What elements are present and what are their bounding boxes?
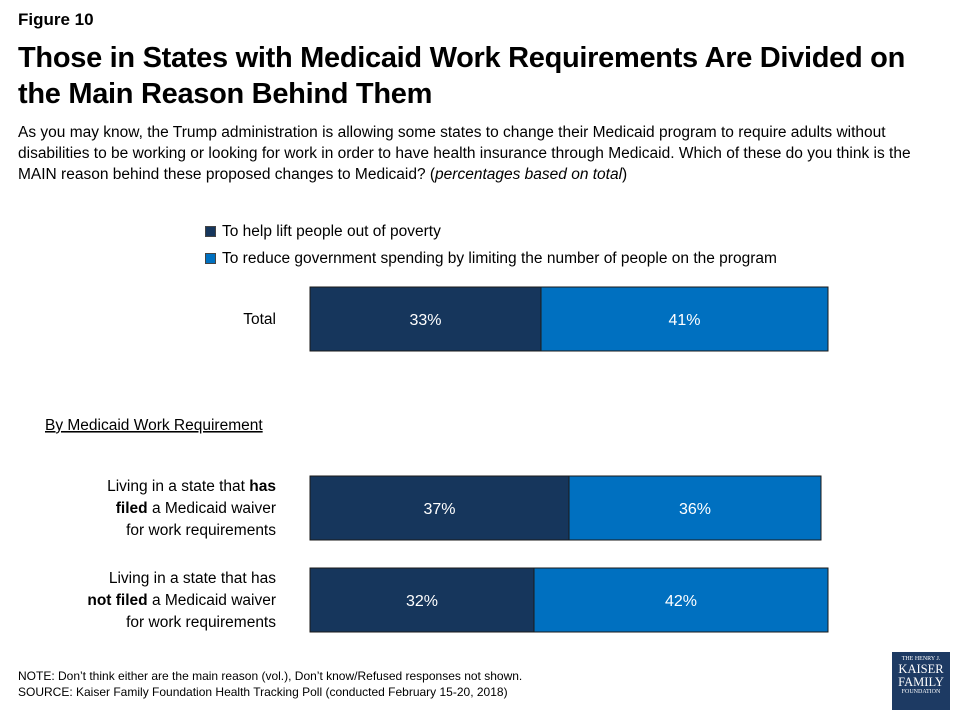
kff-logo: THE HENRY J. KAISER FAMILY FOUNDATION	[892, 652, 950, 710]
survey-question: As you may know, the Trump administratio…	[18, 122, 928, 185]
logo-line-2: KAISER	[898, 662, 944, 676]
section-label: By Medicaid Work Requirement	[45, 417, 263, 434]
data-label-total-series-1: 33%	[409, 312, 441, 329]
category-label-has-filed: Living in a state that has filed a Medica…	[107, 478, 276, 539]
category-label-total: Total	[243, 311, 276, 328]
category-label-not-filed: Living in a state that has not filed a Me…	[87, 570, 276, 631]
question-text: As you may know, the Trump administratio…	[18, 124, 911, 183]
bar-has-filed-series-2	[568, 475, 822, 541]
data-label-has-filed-series-1: 37%	[423, 501, 455, 518]
logo-line-1: THE HENRY J.	[901, 656, 941, 662]
legend-swatch-poverty	[205, 226, 216, 237]
bar-not-filed-series-2	[533, 567, 829, 633]
stacked-bar-chart: By Medicaid Work Requirement 33% 41% Total 3…	[45, 286, 829, 633]
data-label-has-filed-series-2: 36%	[679, 501, 711, 518]
figure-label: Figure 10	[18, 10, 94, 29]
logo-line-3: FAMILY	[898, 675, 944, 689]
source-text: SOURCE: Kaiser Family Foundation Health …	[18, 685, 508, 699]
legend-item-poverty: To help lift people out of poverty	[205, 218, 777, 245]
bar-not-filed-series-1	[309, 567, 535, 633]
legend: To help lift people out of poverty To re…	[205, 218, 777, 272]
legend-item-spending: To reduce government spending by limitin…	[205, 245, 777, 272]
bar-total-series-1	[309, 286, 542, 352]
notes: NOTE: Don’t think either are the main re…	[18, 668, 522, 700]
legend-label-spending: To reduce government spending by limitin…	[222, 249, 777, 267]
bar-total-series-2	[540, 286, 829, 352]
legend-label-poverty: To help lift people out of poverty	[222, 222, 441, 240]
data-label-total-series-2: 41%	[668, 312, 700, 329]
note-text: NOTE: Don’t think either are the main re…	[18, 669, 523, 683]
bar-has-filed-series-1	[309, 475, 570, 541]
question-italic: percentages based on total	[435, 166, 623, 183]
data-label-not-filed-series-2: 42%	[665, 593, 697, 610]
logo-line-4: FOUNDATION	[901, 689, 941, 695]
question-close: )	[622, 166, 628, 183]
data-label-not-filed-series-1: 32%	[406, 593, 438, 610]
chart-title: Those in States with Medicaid Work Requi…	[18, 42, 906, 110]
legend-swatch-spending	[205, 253, 216, 264]
